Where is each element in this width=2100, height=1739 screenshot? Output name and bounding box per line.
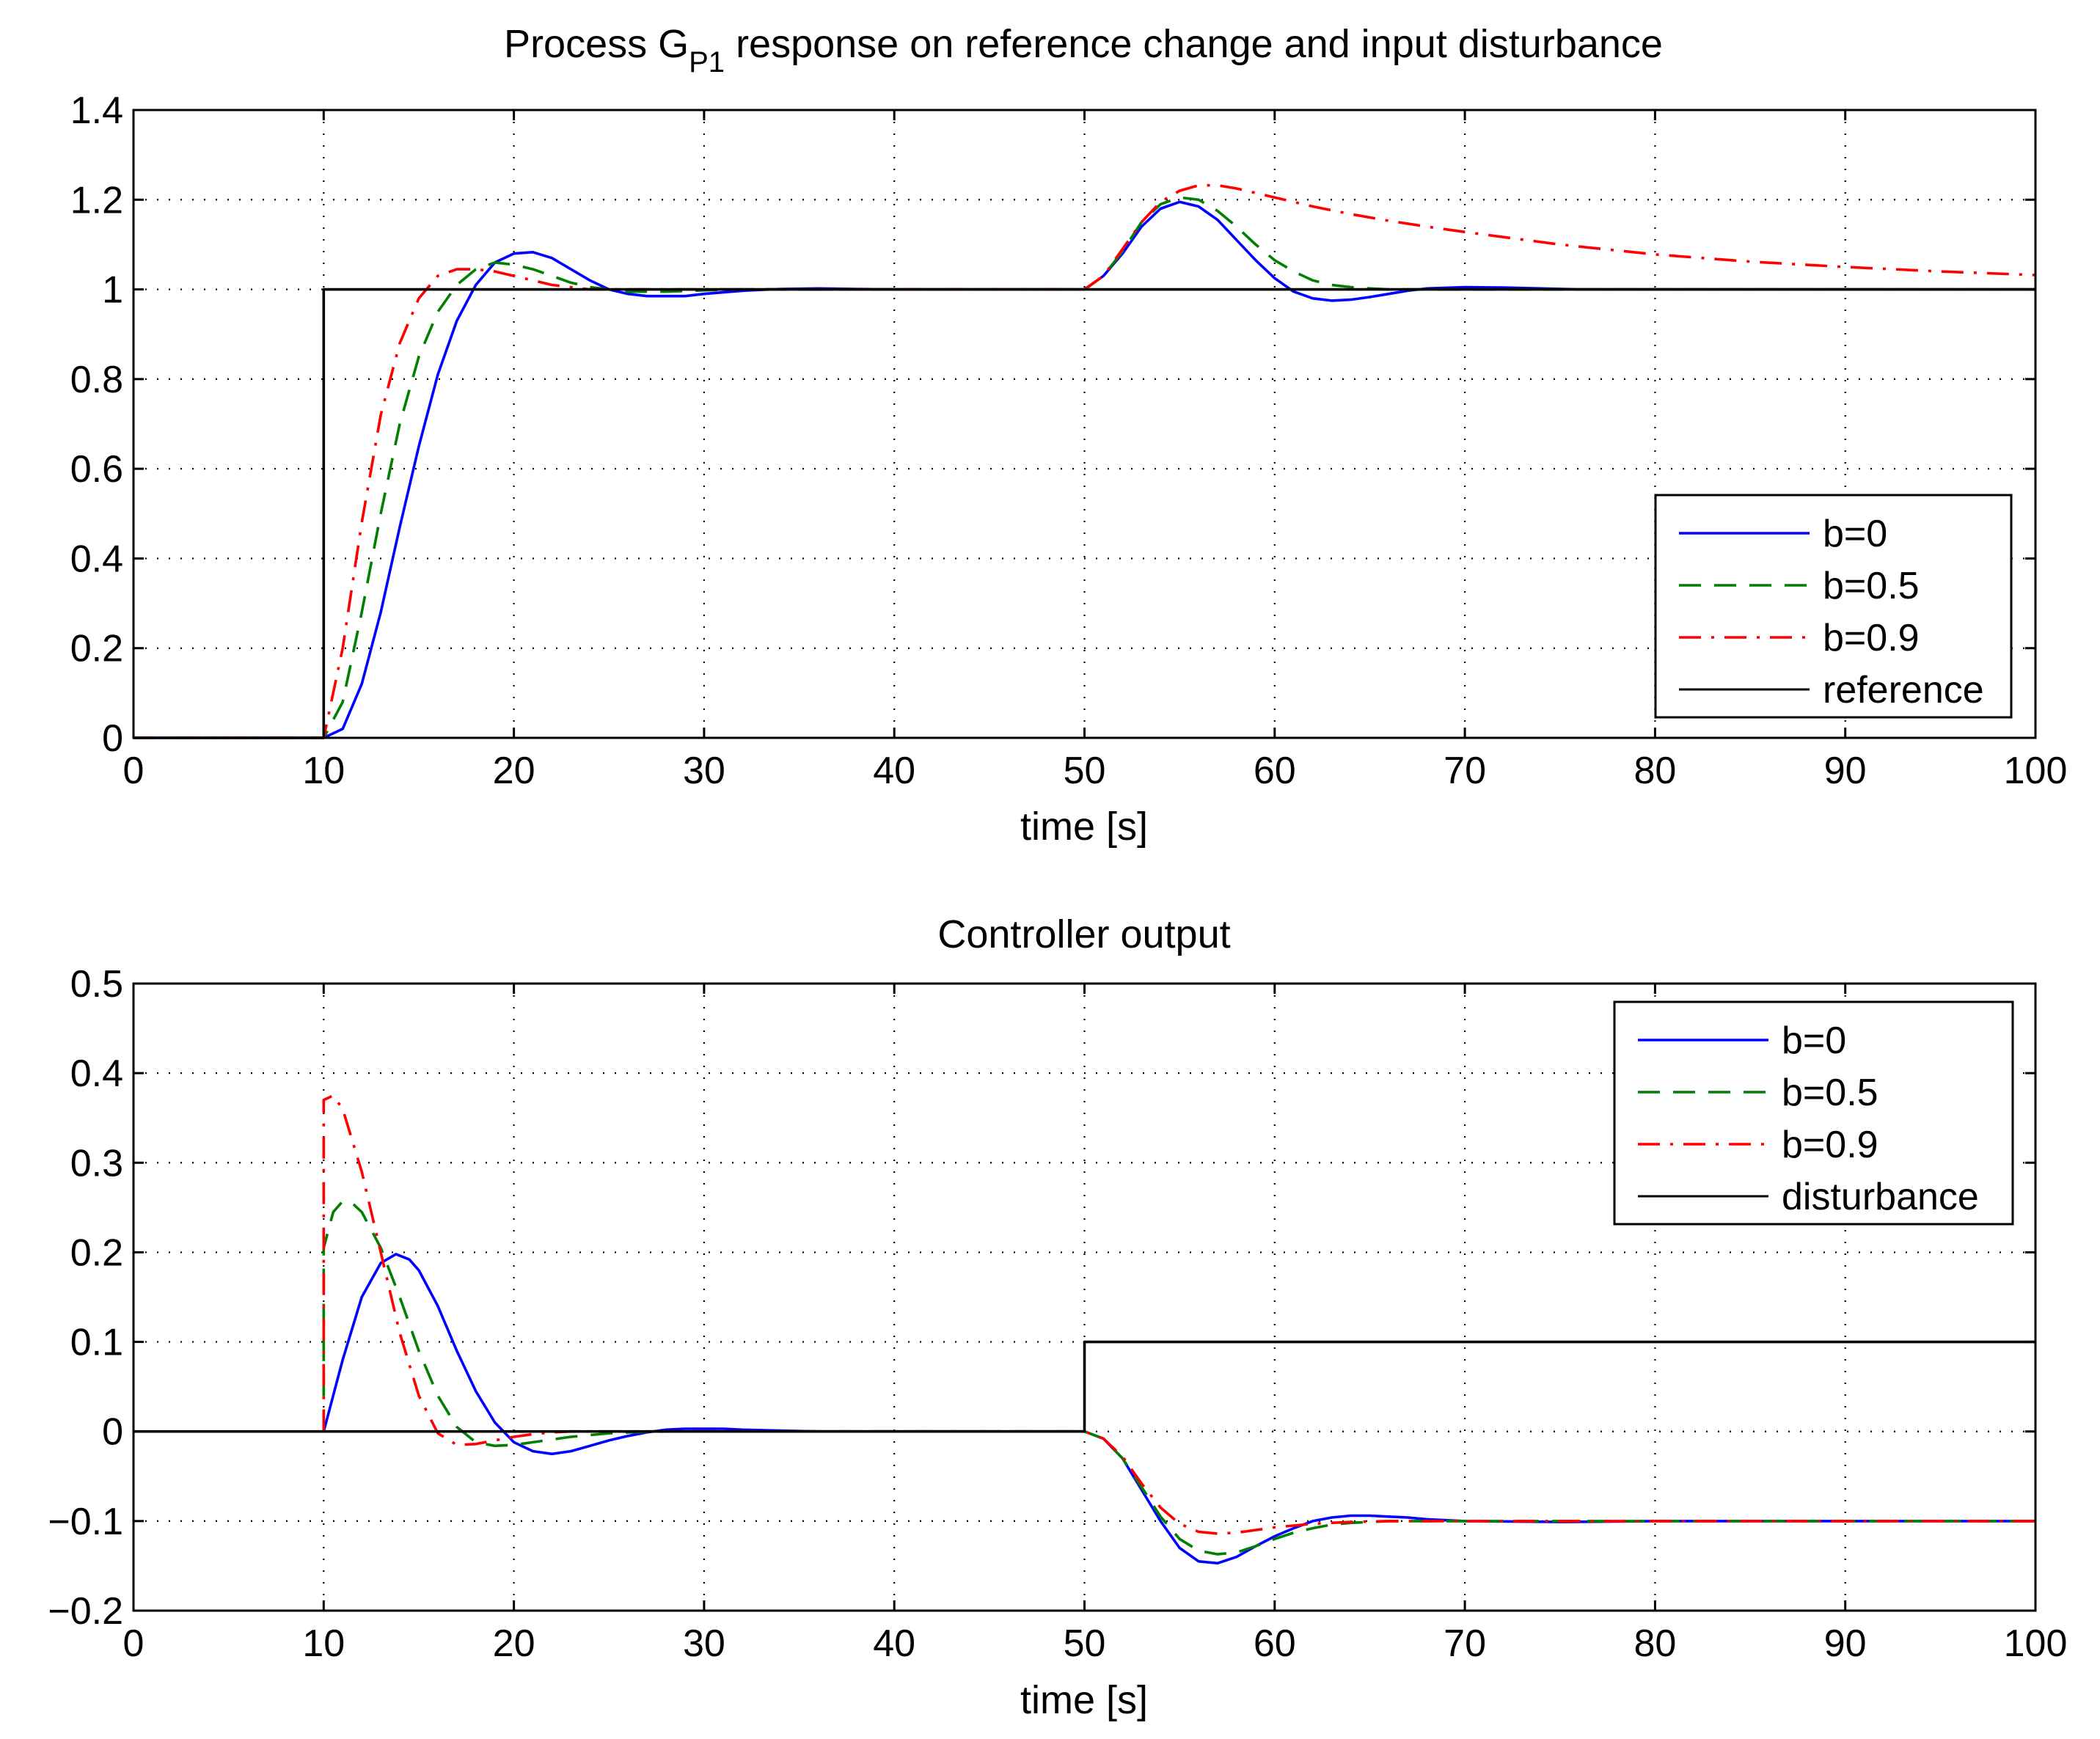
axes-top: Process GP1 response on reference change… [70, 22, 2068, 849]
top-title-main: Process G [504, 22, 689, 66]
bottom-legend-label-disturbance: disturbance [1782, 1176, 1979, 1218]
top-ticks: 0 10 20 30 40 50 60 70 80 90 100 0 0.2 0.4 0.6 0.8 1 1.2 1… [70, 89, 2068, 792]
bottom-x-axis-label: time [s] [1020, 1678, 1148, 1722]
top-chart-title: Process GP1 response on reference change… [504, 22, 1663, 78]
top-ytick-label: 1 [102, 269, 123, 312]
bottom-xtick-label: 90 [1824, 1622, 1867, 1665]
bottom-legend: b=0 b=0.5 b=0.9 disturbance [1613, 1000, 2014, 1226]
top-xtick-label: 30 [683, 750, 725, 792]
top-title-rest: response on reference change and input d… [725, 22, 1663, 66]
bottom-xtick-label: 80 [1633, 1622, 1676, 1665]
bottom-xtick-label: 50 [1064, 1622, 1106, 1665]
top-xtick-label: 80 [1633, 750, 1676, 792]
top-xtick-label: 90 [1824, 750, 1867, 792]
top-xtick-label: 100 [2004, 750, 2068, 792]
bottom-ytick-label: 0.2 [70, 1231, 123, 1274]
bottom-axes-frame [132, 982, 2037, 1612]
top-ytick-label: 1.4 [70, 89, 123, 132]
top-ytick-label: 0.8 [70, 359, 123, 401]
top-xtick-label: 20 [493, 750, 535, 792]
top-title-subscript: P1 [689, 46, 725, 78]
top-xtick-label: 50 [1064, 750, 1106, 792]
bottom-ytick-label: 0.4 [70, 1052, 123, 1095]
top-xtick-label: 40 [873, 750, 915, 792]
top-ytick-label: 0.6 [70, 448, 123, 491]
bottom-series [133, 1094, 2035, 1565]
bottom-xtick-label: 100 [2004, 1622, 2068, 1665]
top-ytick-label: 1.2 [70, 179, 123, 222]
axes-bottom: Controller output 0 10 20 30 40 50 60 70 80 90 100… [48, 912, 2067, 1722]
bottom-ytick-label: 0.1 [70, 1322, 123, 1364]
bottom-xtick-label: 20 [493, 1622, 535, 1665]
bottom-ytick-label: 0 [102, 1411, 123, 1454]
bottom-ytick-label: −0.1 [48, 1501, 123, 1543]
bottom-ytick-label: 0.3 [70, 1142, 123, 1185]
bottom-xtick-label: 30 [683, 1622, 725, 1665]
top-xtick-label: 10 [302, 750, 345, 792]
bottom-ytick-label: −0.2 [48, 1590, 123, 1633]
bottom-xtick-label: 10 [302, 1622, 345, 1665]
bottom-xtick-label: 60 [1254, 1622, 1296, 1665]
top-axes-frame [132, 109, 2037, 739]
top-xtick-label: 0 [123, 750, 144, 792]
bottom-legend-label-b-0: b=0 [1782, 1019, 1846, 1062]
top-legend: b=0 b=0.5 b=0.9 reference [1654, 494, 2013, 719]
bottom-series-line-disturbance [133, 1340, 2035, 1433]
bottom-chart-title: Controller output [937, 912, 1230, 956]
top-xtick-label: 60 [1254, 750, 1296, 792]
bottom-xtick-label: 0 [123, 1622, 144, 1665]
top-ytick-label: 0 [102, 717, 123, 760]
bottom-xtick-label: 40 [873, 1622, 915, 1665]
bottom-xtick-label: 70 [1444, 1622, 1486, 1665]
top-legend-label-reference: reference [1823, 669, 1984, 711]
top-ytick-label: 0.2 [70, 628, 123, 670]
bottom-ytick-label: 0.5 [70, 963, 123, 1006]
top-legend-label-b-0-9: b=0.9 [1823, 617, 1920, 659]
top-legend-label-b-0: b=0 [1823, 513, 1887, 555]
bottom-legend-label-b-0-5: b=0.5 [1782, 1072, 1878, 1114]
bottom-ticks: 0 10 20 30 40 50 60 70 80 90 100 −0.2 −0.1 0 0.1 0.2 0.3… [48, 963, 2067, 1665]
top-x-axis-label: time [s] [1020, 805, 1148, 849]
top-xtick-label: 70 [1444, 750, 1486, 792]
top-legend-label-b-0-5: b=0.5 [1823, 565, 1920, 607]
top-ytick-label: 0.4 [70, 538, 123, 580]
bottom-legend-label-b-0-9: b=0.9 [1782, 1124, 1878, 1166]
